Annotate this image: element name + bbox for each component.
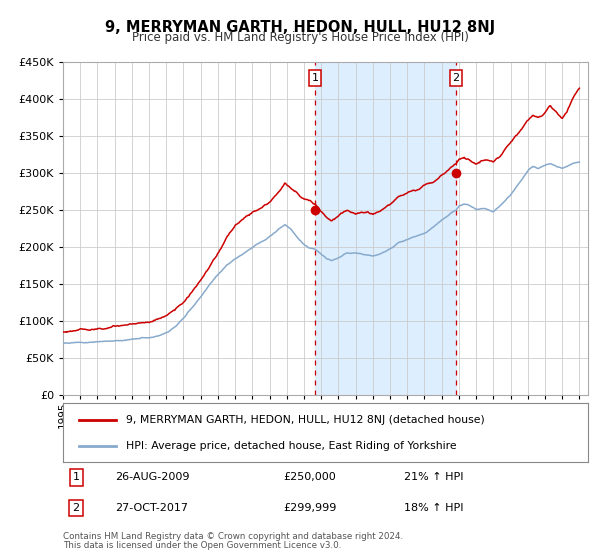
Text: 2: 2 <box>73 503 80 513</box>
Text: 9, MERRYMAN GARTH, HEDON, HULL, HU12 8NJ: 9, MERRYMAN GARTH, HEDON, HULL, HU12 8NJ <box>105 20 495 35</box>
Text: 9, MERRYMAN GARTH, HEDON, HULL, HU12 8NJ (detached house): 9, MERRYMAN GARTH, HEDON, HULL, HU12 8NJ… <box>126 414 485 424</box>
Text: 27-OCT-2017: 27-OCT-2017 <box>115 503 188 513</box>
Text: 18% ↑ HPI: 18% ↑ HPI <box>404 503 464 513</box>
Text: 26-AUG-2009: 26-AUG-2009 <box>115 473 190 482</box>
Text: Contains HM Land Registry data © Crown copyright and database right 2024.: Contains HM Land Registry data © Crown c… <box>63 532 403 541</box>
Text: This data is licensed under the Open Government Licence v3.0.: This data is licensed under the Open Gov… <box>63 541 341 550</box>
Text: 1: 1 <box>73 473 80 482</box>
Text: 21% ↑ HPI: 21% ↑ HPI <box>404 473 464 482</box>
Text: Price paid vs. HM Land Registry's House Price Index (HPI): Price paid vs. HM Land Registry's House … <box>131 31 469 44</box>
Text: 2: 2 <box>452 73 460 83</box>
Text: 1: 1 <box>311 73 319 83</box>
Text: £299,999: £299,999 <box>284 503 337 513</box>
Bar <box>315 62 456 395</box>
Text: HPI: Average price, detached house, East Riding of Yorkshire: HPI: Average price, detached house, East… <box>126 441 457 451</box>
Text: £250,000: £250,000 <box>284 473 336 482</box>
